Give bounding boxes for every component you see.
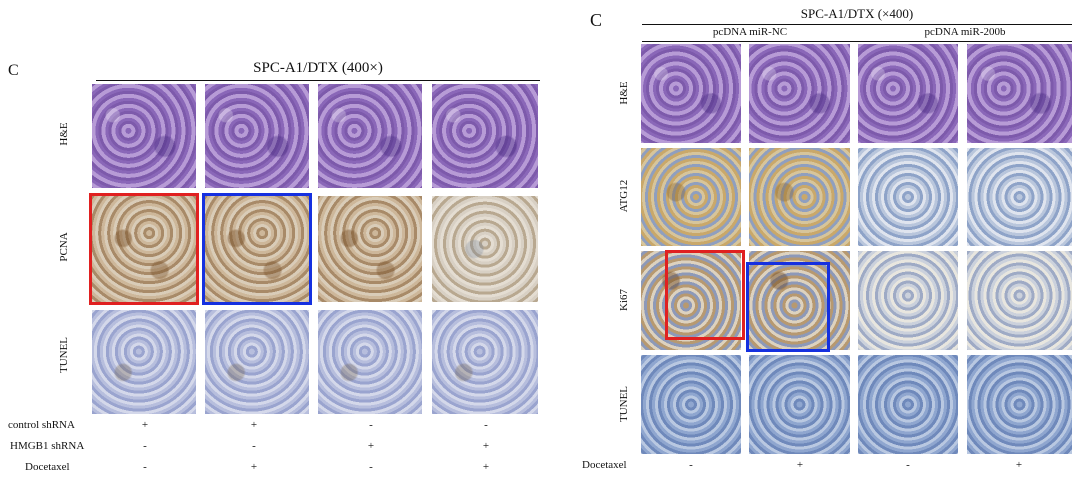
right-row-label-atg12: ATG12: [618, 179, 630, 213]
left-sign: -: [369, 461, 373, 473]
right-group-label-mir-200b: pcDNA miR-200b: [924, 26, 1006, 38]
right-ki67-image-2: [749, 251, 850, 350]
left-condition-label-hmgb1-shrna: HMGB1 shRNA: [10, 440, 85, 452]
left-row-label-he: H&E: [58, 122, 70, 146]
right-tunel-image-4: [967, 355, 1072, 454]
left-sign: -: [143, 461, 147, 473]
left-pcna-image-2: [205, 196, 309, 302]
right-sign: +: [796, 459, 804, 471]
right-condition-label-docetaxel: Docetaxel: [582, 459, 627, 471]
right-he-image-2: [749, 44, 850, 143]
left-figure-title: SPC-A1/DTX (400×): [253, 60, 383, 76]
left-tunel-image-1: [92, 310, 196, 414]
left-tunel-image-2: [205, 310, 309, 414]
right-tunel-image-2: [749, 355, 850, 454]
left-sign: -: [484, 419, 488, 431]
right-atg12-image-3: [858, 148, 958, 246]
right-sign: -: [689, 459, 693, 471]
right-red-highlight-box: [665, 250, 745, 340]
left-title-rule: [96, 80, 540, 81]
right-ki67-image-1: [641, 251, 741, 350]
right-panel-letter: C: [590, 10, 603, 30]
right-group-label-mir-nc: pcDNA miR-NC: [712, 26, 788, 38]
left-row-label-pcna: PCNA: [58, 232, 70, 262]
left-sign: -: [143, 440, 147, 452]
left-tunel-image-4: [432, 310, 538, 414]
right-blue-highlight-box: [746, 262, 830, 352]
right-ki67-image-3: [858, 251, 958, 350]
right-tunel-image-3: [858, 355, 958, 454]
right-row-label-he: H&E: [618, 81, 630, 105]
right-group-rule: [642, 41, 1072, 42]
left-condition-label-docetaxel: Docetaxel: [25, 461, 70, 473]
left-sign: -: [369, 419, 373, 431]
right-tunel-image-1: [641, 355, 741, 454]
left-panel-letter: C: [8, 62, 19, 79]
left-sign: +: [482, 440, 490, 452]
right-atg12-image-2: [749, 148, 850, 246]
left-sign: +: [482, 461, 490, 473]
right-figure-title: SPC-A1/DTX (×400): [800, 6, 914, 21]
left-sign: +: [250, 461, 258, 473]
right-row-label-ki67: Ki67: [618, 289, 630, 311]
left-he-image-2: [205, 84, 309, 188]
right-ki67-image-4: [967, 251, 1072, 350]
left-condition-label-control-shrna: control shRNA: [8, 419, 75, 431]
left-he-image-3: [318, 84, 422, 188]
left-sign: +: [367, 440, 375, 452]
left-he-image-1: [92, 84, 196, 188]
left-red-highlight-box: [89, 193, 199, 305]
left-sign: +: [141, 419, 149, 431]
left-he-image-4: [432, 84, 538, 188]
right-atg12-image-1: [641, 148, 741, 246]
left-blue-highlight-box: [202, 193, 312, 305]
left-pcna-image-4: [432, 196, 538, 302]
left-sign: -: [252, 440, 256, 452]
right-he-image-4: [967, 44, 1072, 143]
right-sign: -: [906, 459, 910, 471]
left-pcna-image-1: [92, 196, 196, 302]
right-row-label-tunel: TUNEL: [618, 385, 630, 423]
left-row-label-tunel: TUNEL: [58, 336, 70, 374]
right-he-image-3: [858, 44, 958, 143]
left-pcna-image-3: [318, 196, 422, 302]
left-tunel-image-3: [318, 310, 422, 414]
right-sign: +: [1015, 459, 1023, 471]
right-he-image-1: [641, 44, 741, 143]
right-title-rule: [642, 24, 1072, 25]
right-atg12-image-4: [967, 148, 1072, 246]
left-sign: +: [250, 419, 258, 431]
